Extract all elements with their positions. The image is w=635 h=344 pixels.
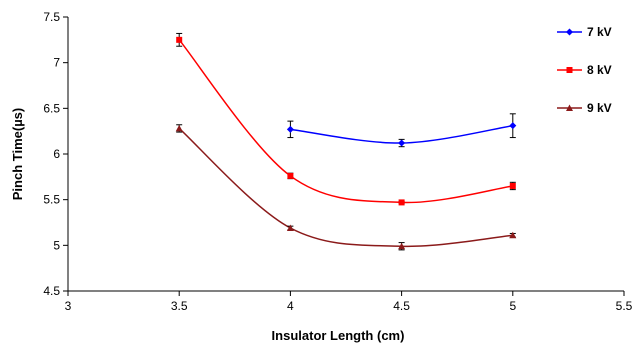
data-point [398,242,406,250]
legend-marker [566,67,573,73]
y-tick-label: 4.5 [43,284,60,298]
data-point [398,139,406,147]
x-tick-label: 5.5 [616,299,633,313]
series-line [178,127,513,248]
legend-label: 9 kV [587,101,612,115]
y-tick-label: 5 [53,238,60,252]
data-point [286,224,294,231]
x-axis-ticks: 3 3.5 4 4.5 5 5.5 [65,291,633,313]
legend-entry: 9 kV [557,101,612,115]
y-tick-label: 6.5 [43,101,60,115]
y-tick-label: 5.5 [43,193,60,207]
x-tick-label: 4.5 [393,299,410,313]
x-tick-label: 4 [287,299,294,313]
legend-label: 7 kV [587,25,612,39]
data-point [286,125,294,133]
axes [67,17,624,292]
series-9-kv [175,124,517,251]
y-tick-label: 6 [53,147,60,161]
y-axis-ticks: 4.5 5 5.5 6 6.5 7 7.5 [43,10,68,298]
data-point [398,199,405,206]
data-point [509,231,517,239]
x-tick-label: 3.5 [171,299,188,313]
legend: 7 kV 8 kV 9 kV [557,25,612,115]
x-tick-label: 5 [509,299,516,313]
series-line [178,39,513,204]
legend-label: 8 kV [587,63,612,77]
series-8-kv [176,32,516,206]
series-7-kv [286,113,517,148]
data-point [287,172,294,179]
legend-marker [566,104,573,111]
y-tick-label: 7.5 [43,10,60,24]
y-tick-label: 7 [53,56,60,70]
legend-entry: 8 kV [557,63,612,77]
x-axis-title: Insulator Length (cm) [272,328,405,343]
data-point [176,36,183,43]
legend-marker [566,28,573,36]
legend-entry: 7 kV [557,25,612,39]
x-tick-label: 3 [65,299,72,313]
series-group [175,32,517,251]
data-point [175,124,183,132]
data-point [509,122,517,130]
y-axis-title: Pinch Time(µs) [10,108,25,201]
data-point [509,182,516,189]
